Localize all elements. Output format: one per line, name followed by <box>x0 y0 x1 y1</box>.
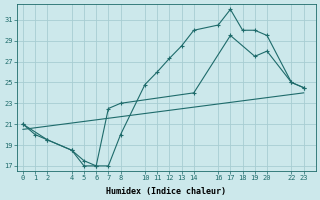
X-axis label: Humidex (Indice chaleur): Humidex (Indice chaleur) <box>106 187 226 196</box>
